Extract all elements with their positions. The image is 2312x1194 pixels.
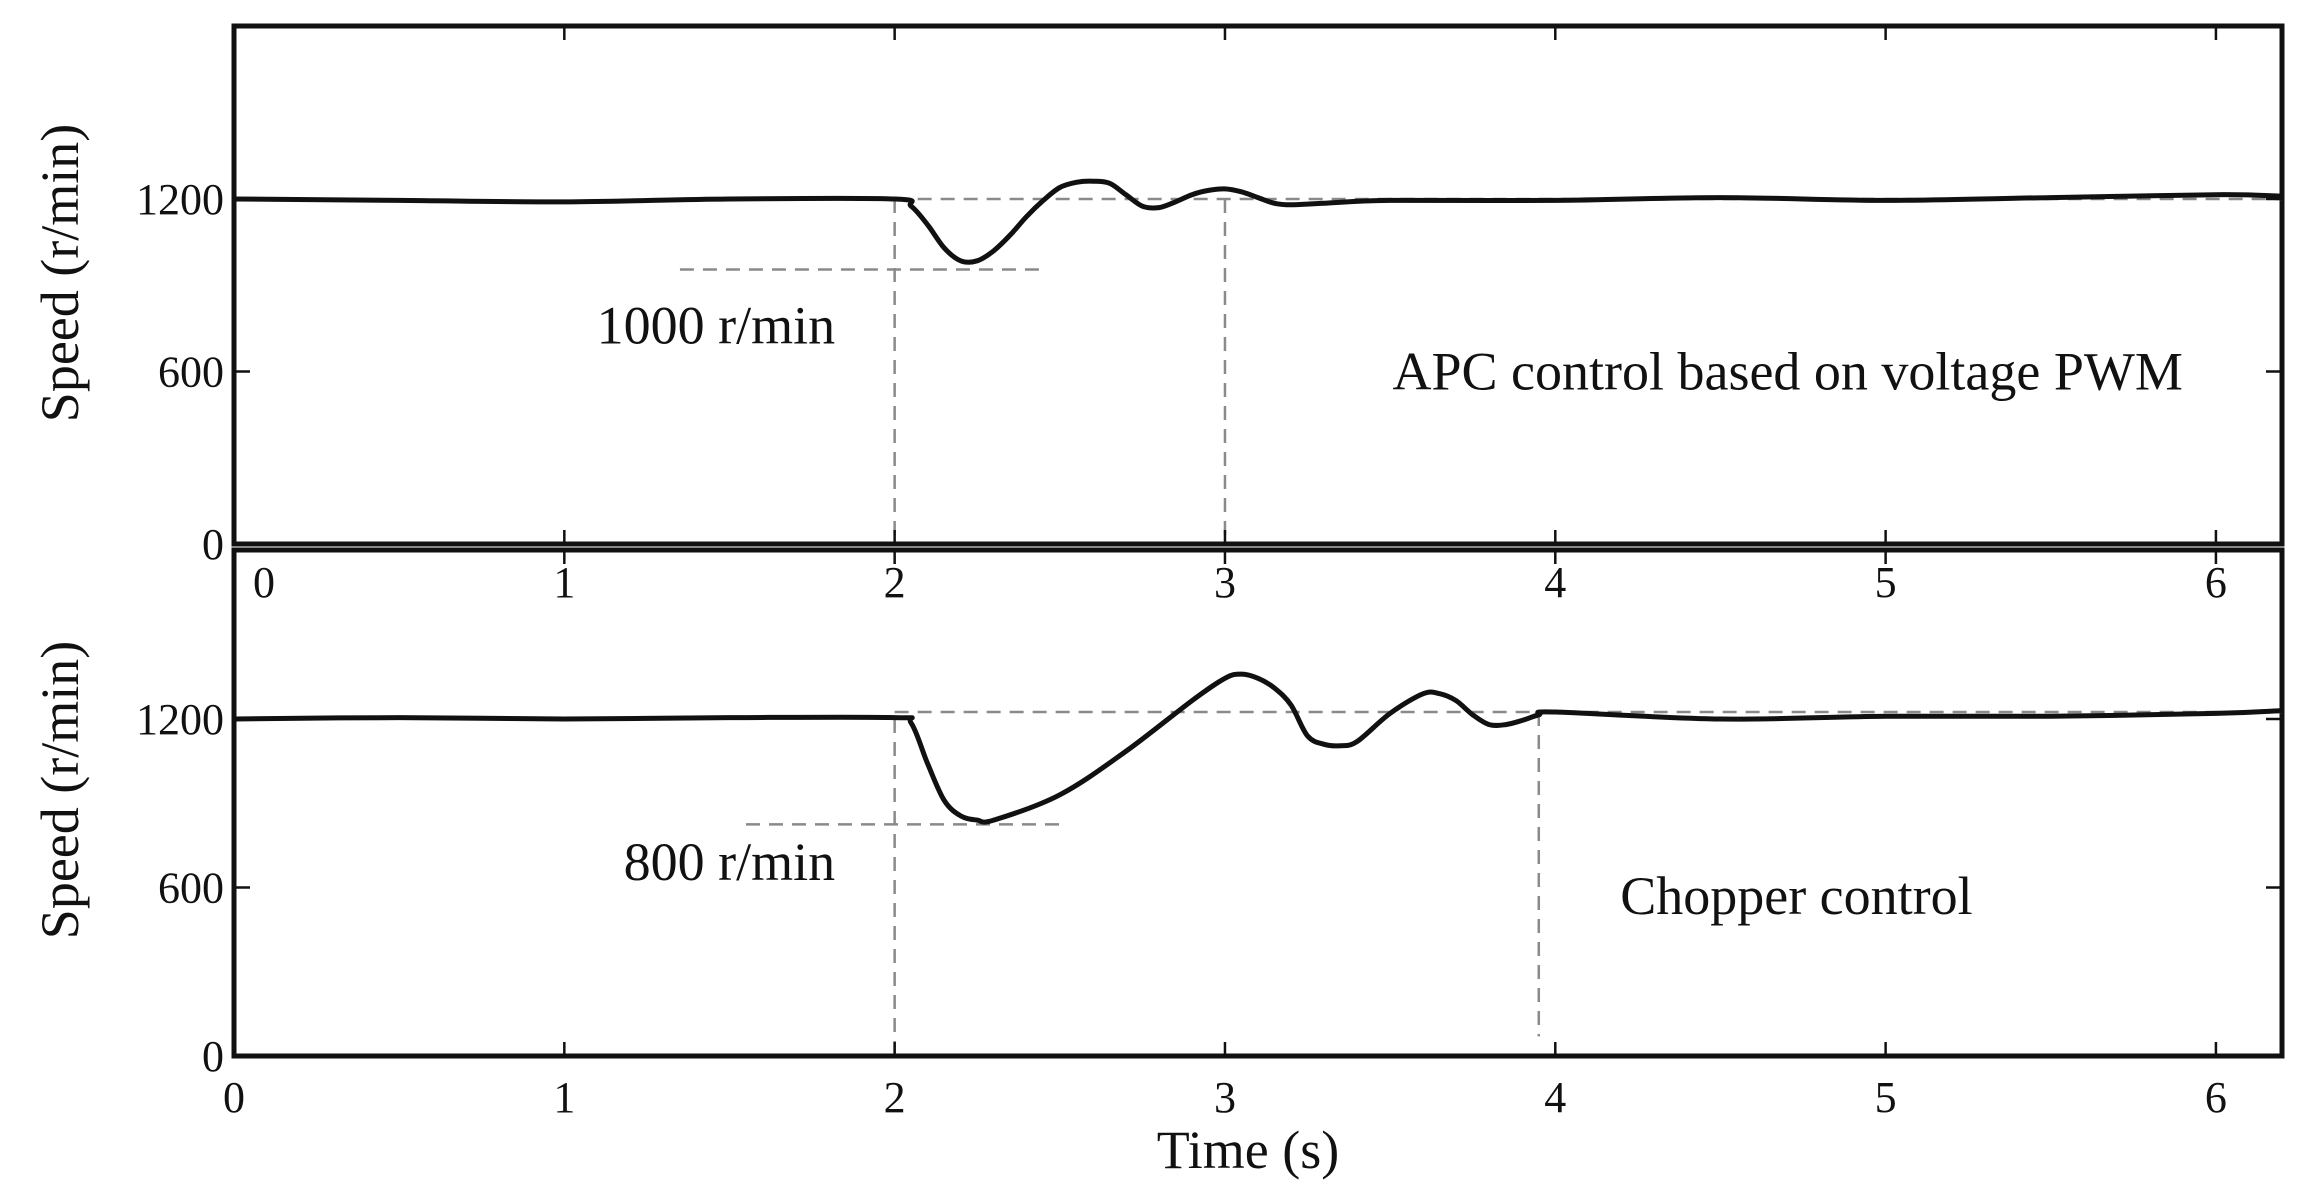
bottom-y-tick-label-0: 0: [202, 1032, 224, 1081]
bottom-annotation-1: Chopper control: [1620, 866, 1972, 926]
bottom-x-tick-label-6: 6: [2205, 1073, 2227, 1122]
bottom-y-tick-label-600: 600: [158, 864, 224, 913]
bottom-x-tick-label-2: 2: [884, 1073, 906, 1122]
top-speed-series-line: [231, 178, 2285, 265]
bottom-speed-series-line: [231, 671, 2285, 825]
top-y-tick-label-0: 0: [202, 520, 224, 569]
bottom-y-axis-label: Speed (r/min): [30, 641, 90, 939]
bottom-annotation-0: 800 r/min: [624, 832, 836, 892]
top-x-tick-label-5: 5: [1875, 558, 1897, 607]
bottom-x-tick-label-3: 3: [1214, 1073, 1236, 1122]
bottom-y-tick-label-1200: 1200: [136, 695, 224, 744]
top-x-tick-label-3: 3: [1214, 558, 1236, 607]
top-x-tick-label-4: 4: [1544, 558, 1566, 607]
bottom-x-tick-label-4: 4: [1544, 1073, 1566, 1122]
top-y-axis-label: Speed (r/min): [30, 124, 90, 422]
top-speed-chart: 0 1 2 3 4 5 6 0 600 1200 Speed (r/min) 1000 r/min AP…: [30, 23, 2285, 607]
top-x-tick-label-0: 0: [253, 558, 275, 607]
bottom-x-tick-label-0: 0: [223, 1073, 245, 1122]
top-annotation-1: APC control based on voltage PWM: [1392, 342, 2182, 402]
bottom-x-axis-label: Time (s): [1157, 1120, 1340, 1180]
bottom-plot-frame: [231, 547, 2285, 1059]
bottom-speed-chart: 0 1 2 3 4 5 6 0 600 1200 Speed (r/min) Time (s) 800 …: [30, 547, 2285, 1180]
top-y-tick-label-600: 600: [158, 348, 224, 397]
top-annotation-0: 1000 r/min: [597, 296, 836, 356]
top-x-tick-label-6: 6: [2205, 558, 2227, 607]
top-x-tick-label-2: 2: [884, 558, 906, 607]
top-plot-frame: [231, 23, 2285, 547]
top-x-tick-label-1: 1: [553, 558, 575, 607]
bottom-x-tick-label-5: 5: [1875, 1073, 1897, 1122]
top-y-tick-label-1200: 1200: [136, 175, 224, 224]
bottom-x-tick-label-1: 1: [553, 1073, 575, 1122]
